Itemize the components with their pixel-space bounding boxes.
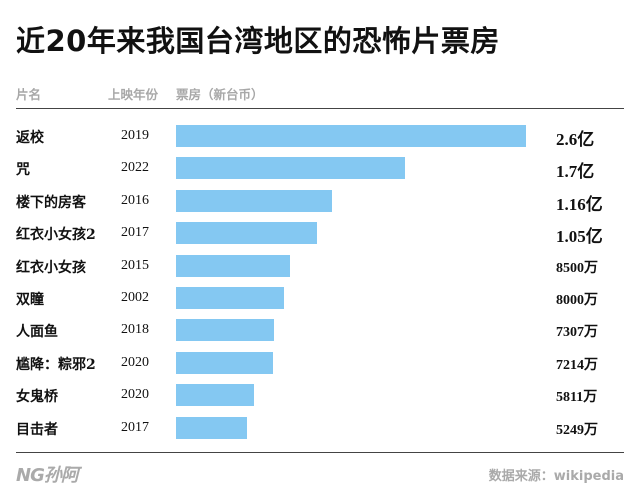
bar: [176, 157, 405, 180]
release-year: 2019: [121, 128, 149, 143]
film-name: 楼下的房客: [16, 194, 86, 211]
release-year: 2018: [121, 322, 149, 338]
bar: [176, 222, 318, 245]
film-name: 人面鱼: [16, 324, 58, 341]
bar-row: 双瞳 2002 8000万: [0, 282, 640, 314]
bar-row: 返校 2019 2.6亿: [0, 120, 640, 152]
film-name: 女鬼桥: [16, 389, 58, 406]
release-year: 2022: [121, 160, 149, 176]
bar: [176, 351, 274, 374]
bar-row: 人面鱼 2018 7307万: [0, 314, 640, 346]
film-name: 尴降：粽邪2: [16, 356, 96, 373]
release-year: 2015: [121, 257, 149, 273]
footer-rule: [16, 452, 624, 453]
brand-logo: NG孙阿: [16, 465, 79, 486]
bar-row: 红衣小女孩2 2017 1.05亿: [0, 217, 640, 249]
data-label: 1.16亿: [556, 194, 603, 214]
data-label: 8500万: [556, 260, 598, 276]
bar-row: 楼下的房客 2016 1.16亿: [0, 185, 640, 217]
data-label: 7214万: [556, 357, 598, 373]
bar-row: 女鬼桥 2020 5811万: [0, 379, 640, 411]
film-name: 返校: [16, 130, 44, 146]
bar: [176, 287, 284, 309]
release-year: 2020: [121, 387, 149, 403]
film-name: 目击者: [16, 421, 58, 438]
release-year: 2020: [121, 354, 149, 370]
release-year: 2017: [121, 419, 149, 435]
header-box-office: 票房（新台币）: [176, 87, 264, 102]
data-label: 5811万: [556, 390, 598, 406]
release-year: 2016: [121, 192, 149, 208]
film-name: 双瞳: [16, 292, 44, 308]
header-name: 片名: [16, 87, 42, 102]
data-label: 2.6亿: [556, 130, 595, 149]
table-header: 片名 上映年份 票房（新台币）: [0, 84, 640, 104]
bar-row: 尴降：粽邪2 2020 7214万: [0, 347, 640, 379]
bar: [176, 384, 255, 407]
data-label: 1.7亿: [556, 162, 595, 182]
release-year: 2017: [121, 225, 149, 241]
bar-row: 目击者 2017 5249万: [0, 412, 640, 444]
data-label: 7307万: [556, 325, 598, 341]
film-name: 咒: [16, 162, 30, 179]
bar-row: 红衣小女孩 2015 8500万: [0, 250, 640, 282]
bar: [176, 254, 291, 277]
bar-row: 咒 2022 1.7亿: [0, 152, 640, 184]
data-label: 5249万: [556, 422, 598, 438]
bar: [176, 416, 247, 439]
data-label: 8000万: [556, 293, 598, 308]
bar: [176, 189, 333, 212]
header-year: 上映年份: [108, 87, 159, 102]
data-label: 1.05亿: [556, 227, 603, 247]
data-source: 数据来源：wikipedia: [488, 469, 624, 484]
bar: [176, 125, 526, 147]
bar: [176, 319, 275, 342]
film-name: 红衣小女孩: [16, 259, 86, 276]
header-rule: [16, 108, 624, 109]
film-name: 红衣小女孩2: [16, 227, 96, 244]
release-year: 2002: [121, 290, 149, 305]
chart-title: 近20年来我国台湾地区的恐怖片票房: [16, 24, 500, 58]
